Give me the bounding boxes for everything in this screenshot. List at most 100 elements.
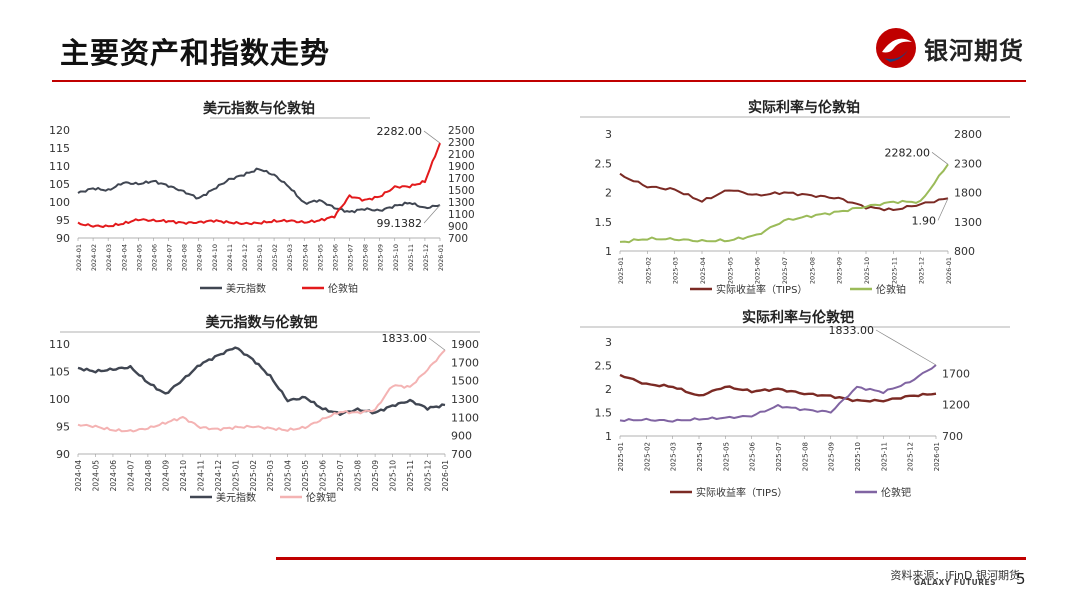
y-right-tick-label: 2300: [448, 137, 475, 149]
x-tick-label: 2024-12: [241, 244, 249, 271]
x-tick-label: 2025-12: [424, 460, 433, 492]
x-tick-label: 2025-11: [407, 244, 415, 271]
x-tick-label: 2025-02: [249, 460, 258, 492]
y-left-tick-label: 105: [49, 178, 70, 191]
annotation-label: 1833.00: [829, 324, 875, 337]
y-left-tick-label: 3: [605, 336, 612, 349]
footer-divider: [276, 557, 1026, 560]
y-left-tick-label: 2: [605, 187, 612, 200]
y-right-tick-label: 1700: [448, 173, 475, 185]
y-left-tick-label: 1: [605, 430, 612, 443]
y-right-tick-label: 1500: [451, 375, 479, 388]
annotation-leader: [937, 198, 949, 221]
legend-label: 伦敦铂: [328, 282, 358, 295]
y-right-tick-label: 700: [451, 448, 472, 461]
chart-dxy-platinum: 美元指数与伦敦铂 90 95 100 105 110 115 120 7009001100130…: [49, 100, 475, 295]
annotation-label: 2282.00: [377, 125, 423, 138]
annotation-label: 2282.00: [885, 146, 931, 159]
y-right-tick-label: 1800: [954, 187, 982, 200]
x-tick-label: 2025-11: [880, 442, 888, 471]
y-left-tick-label: 90: [56, 232, 70, 245]
y-left-tick-label: 95: [56, 421, 70, 434]
y-right-tick-label: 1300: [448, 197, 475, 209]
x-tick-label: 2025-10: [863, 257, 871, 284]
chart-title: 美元指数与伦敦钯: [206, 314, 318, 331]
x-tick-label: 2025-08: [801, 442, 809, 471]
x-tick-label: 2025-12: [907, 442, 915, 471]
y-left-tick-label: 2.5: [595, 360, 613, 373]
y-right-tick-label: 700: [448, 233, 468, 245]
x-tick-label: 2025-03: [286, 244, 294, 271]
chart-tips-platinum: 实际利率与伦敦铂 1 1.5 2 2.5 3 800 1300 1800 2300 2800 2025…: [580, 99, 1010, 296]
x-tick-label: 2024-11: [226, 244, 234, 271]
legend-label: 伦敦钯: [881, 486, 911, 499]
x-tick-label: 2024-09: [196, 244, 204, 271]
x-tick-label: 2025-01: [256, 244, 264, 271]
y-right-tick-label: 1200: [942, 399, 970, 412]
y-left-tick-label: 1.5: [595, 407, 613, 420]
x-tick-label: 2025-07: [347, 244, 355, 271]
x-tick-label: 2024-05: [135, 244, 143, 271]
x-tick-label: 2025-07: [336, 460, 345, 492]
x-tick-label: 2024-07: [166, 244, 174, 271]
series-line-b: [77, 349, 446, 433]
page-title: 主要资产和指数走势: [60, 36, 331, 70]
legend-label: 美元指数: [216, 491, 256, 504]
legend-label: 实际收益率（TIPS）: [696, 486, 787, 499]
x-tick-label: 2025-06: [749, 441, 757, 471]
x-tick-label: 2026-01: [933, 442, 941, 471]
x-tick-label: 2025-03: [672, 257, 680, 284]
x-tick-label: 2025-03: [670, 442, 678, 471]
chart-dxy-palladium: 美元指数与伦敦钯 90 95 100 105 110 700 900 1100 1300 1500 1…: [49, 314, 480, 504]
y-left-tick-label: 110: [49, 338, 70, 351]
x-tick-label: 2025-02: [643, 442, 651, 471]
y-right-tick-label: 1100: [448, 209, 475, 221]
x-tick-label: 2025-12: [422, 244, 430, 271]
y-right-tick-label: 1900: [451, 338, 479, 351]
y-right-tick-label: 1300: [954, 216, 982, 229]
x-tick-label: 2025-04: [284, 460, 293, 492]
annotation-label: 1833.00: [382, 332, 428, 345]
x-tick-label: 2024-08: [144, 460, 153, 492]
x-tick-label: 2024-11: [196, 460, 205, 492]
x-tick-label: 2025-04: [699, 257, 707, 284]
x-tick-label: 2025-08: [362, 244, 370, 271]
y-right-tick-label: 1300: [451, 393, 479, 406]
y-left-tick-label: 2: [605, 383, 612, 396]
series-line-a: [619, 172, 949, 212]
x-tick-label: 2025-02: [271, 244, 279, 271]
x-tick-label: 2025-01: [617, 442, 625, 471]
x-tick-label: 2024-07: [126, 460, 135, 492]
x-tick-label: 2025-11: [406, 460, 415, 492]
x-tick-label: 2025-10: [392, 244, 400, 271]
x-tick-label: 2024-06: [109, 460, 118, 492]
x-tick-label: 2025-12: [918, 257, 926, 284]
x-tick-label: 2025-09: [371, 460, 380, 492]
legend-label: 实际收益率（TIPS）: [716, 283, 807, 296]
galaxy-futures-mark: GALAXY FUTURES: [913, 578, 996, 587]
y-right-tick-label: 2800: [954, 128, 982, 141]
x-tick-label: 2025-09: [836, 257, 844, 284]
page-number: 5: [1016, 570, 1026, 588]
x-tick-label: 2025-01: [231, 460, 240, 492]
y-left-tick-label: 115: [49, 142, 70, 155]
x-tick-label: 2025-06: [754, 257, 762, 284]
x-tick-label: 2024-05: [91, 460, 100, 492]
chart-title: 美元指数与伦敦铂: [203, 100, 315, 117]
series-line-a: [619, 373, 937, 403]
x-tick-label: 2025-07: [781, 257, 789, 284]
series-line-a: [77, 346, 446, 416]
y-left-tick-label: 100: [49, 393, 70, 406]
x-tick-label: 2026-01: [441, 460, 450, 492]
legend-label: 伦敦铂: [876, 283, 906, 296]
x-tick-label: 2025-04: [301, 244, 309, 271]
annotation-leader: [423, 204, 441, 224]
x-tick-label: 2024-10: [179, 460, 188, 492]
x-tick-label: 2025-08: [808, 257, 816, 284]
x-tick-label: 2024-08: [181, 244, 189, 271]
y-right-tick-label: 900: [451, 430, 472, 443]
company-logo: 银河期货: [874, 26, 1034, 72]
x-tick-label: 2024-12: [214, 460, 223, 492]
chart-tips-palladium: 实际利率与伦敦钯 1 1.5 2 2.5 3 700 1200 1700 2025-01 2025-…: [580, 309, 1010, 499]
x-tick-label: 2025-05: [722, 442, 730, 471]
